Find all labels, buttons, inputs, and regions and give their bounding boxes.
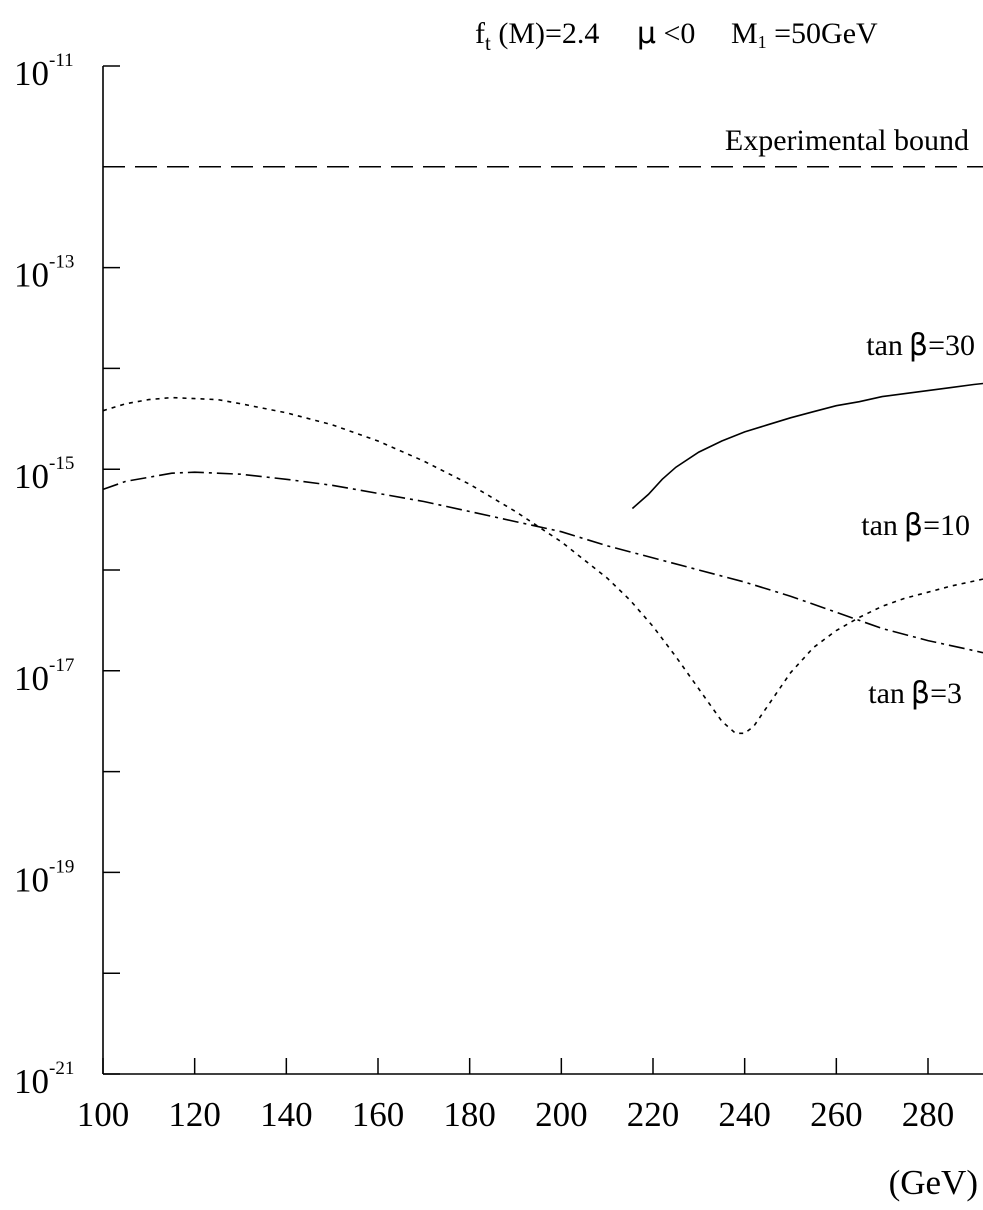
series-label-tan: tan [866,329,903,362]
axes: 100 120 140 160 180 200 220 240 260 28010-2110-19… [14,50,983,1134]
series-label-tan: tan [861,509,898,542]
y-tick-label--17: 10-17 [14,655,74,698]
series-label-beta: β [911,676,930,711]
series-layer [102,382,983,735]
series-label-beta: β [904,508,923,543]
y-tick-label--15: 10-15 [14,453,74,496]
y-tick-exponent: -15 [49,453,74,474]
x-tick-label-200: 200 [535,1095,588,1134]
series-label-dotted: tan β=10 [861,508,970,543]
header-m1-sub: 1 [758,32,767,52]
series-line-solid [631,382,983,510]
series-line-dashdot [102,471,983,654]
series-label-tan: tan [868,677,905,710]
y-tick-label--11: 10-11 [14,50,74,93]
header-mu-rest: <0 [656,17,695,50]
x-tick-label-120: 120 [168,1095,221,1134]
y-tick-exponent: -21 [49,1058,74,1079]
y-tick-base: 10 [14,1062,49,1101]
x-tick-label-240: 240 [718,1095,771,1134]
header-mu-symbol: μ [637,16,656,51]
y-tick-label--21: 10-21 [14,1058,74,1101]
y-tick-label--19: 10-19 [14,856,74,899]
x-tick-label-140: 140 [260,1095,313,1134]
series-label-value: =10 [923,509,970,542]
series-label-value: =3 [930,677,962,710]
y-tick-base: 10 [14,54,49,93]
series-label-beta: β [909,328,928,363]
x-tick-label-100: 100 [77,1095,130,1134]
experimental-bound-label: Experimental bound [725,124,969,157]
header-ft: f [475,17,485,50]
y-tick-exponent: -11 [49,50,74,71]
header-m1-rest: =50GeV [767,17,878,50]
y-tick-exponent: -17 [49,655,74,676]
series-label-solid: tan β=30 [866,328,975,363]
x-tick-label-180: 180 [443,1095,496,1134]
header-m1: M [731,17,758,50]
chart-header: ft (M)=2.4 μ <0 M1 =50GeV [475,16,878,55]
y-tick-base: 10 [14,457,49,496]
y-tick-base: 10 [14,860,49,899]
x-tick-label-280: 280 [902,1095,955,1134]
y-tick-base: 10 [14,256,49,295]
y-tick-exponent: -19 [49,856,74,877]
header-ft-sub: t [485,31,491,55]
x-tick-label-260: 260 [810,1095,863,1134]
y-tick-exponent: -13 [49,252,74,273]
series-label-dashdot: tan β=3 [868,676,962,711]
x-axis-unit-label: (GeV) [889,1163,978,1202]
x-tick-label-160: 160 [352,1095,405,1134]
series-label-value: =30 [928,329,975,362]
y-tick-label--13: 10-13 [14,252,74,295]
header-ft-rest: (M)=2.4 [491,17,600,50]
x-tick-label-220: 220 [627,1095,680,1134]
y-tick-base: 10 [14,659,49,698]
series-line-dotted [102,396,983,735]
